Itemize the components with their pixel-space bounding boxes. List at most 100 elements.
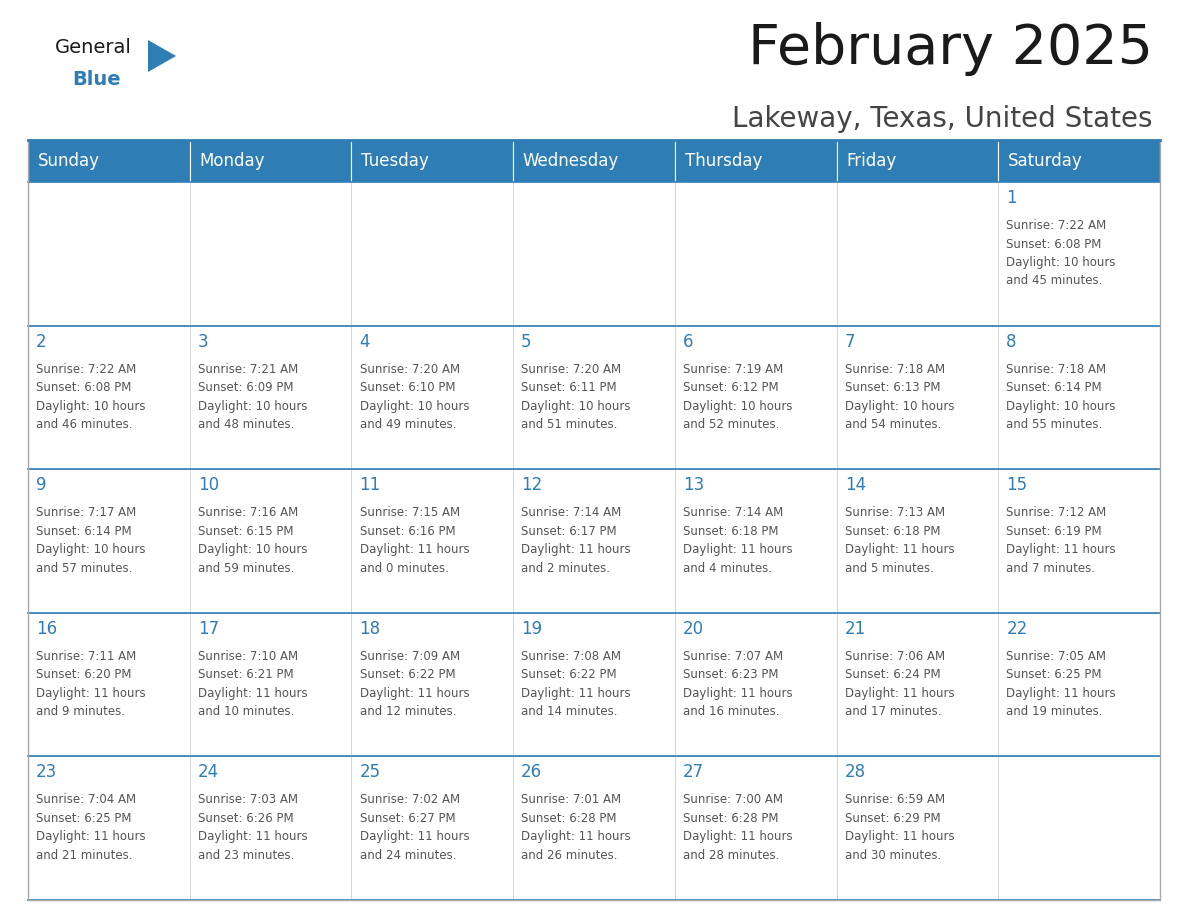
Bar bbox=[352, 182, 513, 326]
Text: Wednesday: Wednesday bbox=[523, 152, 619, 170]
Text: Sunset: 6:11 PM: Sunset: 6:11 PM bbox=[522, 381, 617, 394]
Bar bbox=[352, 326, 513, 469]
Text: Sunset: 6:10 PM: Sunset: 6:10 PM bbox=[360, 381, 455, 394]
Text: and 23 minutes.: and 23 minutes. bbox=[197, 849, 295, 862]
Text: Blue: Blue bbox=[72, 70, 121, 89]
Text: Sunset: 6:22 PM: Sunset: 6:22 PM bbox=[522, 668, 617, 681]
Text: Sunset: 6:18 PM: Sunset: 6:18 PM bbox=[845, 525, 940, 538]
Text: and 21 minutes.: and 21 minutes. bbox=[36, 849, 133, 862]
Text: Sunset: 6:16 PM: Sunset: 6:16 PM bbox=[360, 525, 455, 538]
Text: Sunrise: 7:11 AM: Sunrise: 7:11 AM bbox=[36, 650, 137, 663]
Bar bbox=[836, 613, 998, 756]
Bar bbox=[998, 469, 1159, 613]
Text: 11: 11 bbox=[360, 476, 381, 494]
Text: and 16 minutes.: and 16 minutes. bbox=[683, 705, 779, 718]
Text: Sunrise: 7:14 AM: Sunrise: 7:14 AM bbox=[522, 506, 621, 520]
Text: 9: 9 bbox=[36, 476, 46, 494]
Text: Daylight: 11 hours: Daylight: 11 hours bbox=[36, 831, 146, 844]
Text: and 59 minutes.: and 59 minutes. bbox=[197, 562, 295, 575]
Text: and 7 minutes.: and 7 minutes. bbox=[1006, 562, 1095, 575]
Bar bbox=[29, 469, 190, 613]
Text: Daylight: 11 hours: Daylight: 11 hours bbox=[360, 543, 469, 556]
Text: Sunrise: 7:14 AM: Sunrise: 7:14 AM bbox=[683, 506, 783, 520]
Bar bbox=[29, 326, 190, 469]
Text: 17: 17 bbox=[197, 620, 219, 638]
Text: February 2025: February 2025 bbox=[748, 22, 1154, 76]
Bar bbox=[513, 326, 675, 469]
Text: Daylight: 11 hours: Daylight: 11 hours bbox=[1006, 687, 1116, 700]
Bar bbox=[998, 326, 1159, 469]
Text: 25: 25 bbox=[360, 764, 380, 781]
Text: and 9 minutes.: and 9 minutes. bbox=[36, 705, 125, 718]
Text: Sunrise: 7:03 AM: Sunrise: 7:03 AM bbox=[197, 793, 298, 806]
Bar bbox=[998, 182, 1159, 326]
Bar bbox=[352, 756, 513, 900]
Bar bbox=[29, 613, 190, 756]
Text: Lakeway, Texas, United States: Lakeway, Texas, United States bbox=[733, 105, 1154, 133]
Text: Sunset: 6:28 PM: Sunset: 6:28 PM bbox=[683, 812, 778, 825]
Text: 26: 26 bbox=[522, 764, 543, 781]
Text: 6: 6 bbox=[683, 332, 694, 351]
Text: Daylight: 10 hours: Daylight: 10 hours bbox=[197, 399, 308, 412]
Text: Sunrise: 7:18 AM: Sunrise: 7:18 AM bbox=[845, 363, 944, 375]
Text: and 14 minutes.: and 14 minutes. bbox=[522, 705, 618, 718]
Text: 2: 2 bbox=[36, 332, 46, 351]
Text: Sunset: 6:12 PM: Sunset: 6:12 PM bbox=[683, 381, 778, 394]
Text: Sunday: Sunday bbox=[38, 152, 100, 170]
Bar bbox=[29, 756, 190, 900]
Text: Sunset: 6:29 PM: Sunset: 6:29 PM bbox=[845, 812, 940, 825]
Text: 18: 18 bbox=[360, 620, 380, 638]
Text: and 51 minutes.: and 51 minutes. bbox=[522, 418, 618, 431]
Bar bbox=[352, 140, 513, 182]
Text: Sunrise: 7:06 AM: Sunrise: 7:06 AM bbox=[845, 650, 944, 663]
Text: Daylight: 10 hours: Daylight: 10 hours bbox=[1006, 256, 1116, 269]
Bar bbox=[836, 182, 998, 326]
Text: and 12 minutes.: and 12 minutes. bbox=[360, 705, 456, 718]
Text: Daylight: 11 hours: Daylight: 11 hours bbox=[845, 687, 954, 700]
Bar bbox=[513, 756, 675, 900]
Text: Daylight: 10 hours: Daylight: 10 hours bbox=[845, 399, 954, 412]
Text: Sunrise: 7:22 AM: Sunrise: 7:22 AM bbox=[1006, 219, 1106, 232]
Text: 7: 7 bbox=[845, 332, 855, 351]
Polygon shape bbox=[148, 40, 176, 72]
Text: Daylight: 10 hours: Daylight: 10 hours bbox=[36, 543, 146, 556]
Text: Sunrise: 7:13 AM: Sunrise: 7:13 AM bbox=[845, 506, 944, 520]
Text: and 24 minutes.: and 24 minutes. bbox=[360, 849, 456, 862]
Text: 21: 21 bbox=[845, 620, 866, 638]
Text: Sunrise: 7:10 AM: Sunrise: 7:10 AM bbox=[197, 650, 298, 663]
Bar bbox=[513, 140, 675, 182]
Text: and 30 minutes.: and 30 minutes. bbox=[845, 849, 941, 862]
Bar bbox=[675, 182, 836, 326]
Bar bbox=[836, 756, 998, 900]
Bar bbox=[190, 756, 352, 900]
Text: Daylight: 11 hours: Daylight: 11 hours bbox=[522, 831, 631, 844]
Text: Daylight: 11 hours: Daylight: 11 hours bbox=[1006, 543, 1116, 556]
Text: 5: 5 bbox=[522, 332, 532, 351]
Text: and 48 minutes.: and 48 minutes. bbox=[197, 418, 295, 431]
Text: 4: 4 bbox=[360, 332, 369, 351]
Text: 28: 28 bbox=[845, 764, 866, 781]
Text: and 26 minutes.: and 26 minutes. bbox=[522, 849, 618, 862]
Bar bbox=[29, 182, 190, 326]
Text: 14: 14 bbox=[845, 476, 866, 494]
Text: Thursday: Thursday bbox=[684, 152, 762, 170]
Text: Daylight: 11 hours: Daylight: 11 hours bbox=[683, 687, 792, 700]
Text: Daylight: 11 hours: Daylight: 11 hours bbox=[360, 831, 469, 844]
Text: 3: 3 bbox=[197, 332, 208, 351]
Text: Sunset: 6:14 PM: Sunset: 6:14 PM bbox=[1006, 381, 1102, 394]
Text: Sunset: 6:14 PM: Sunset: 6:14 PM bbox=[36, 525, 132, 538]
Text: 24: 24 bbox=[197, 764, 219, 781]
Bar bbox=[513, 469, 675, 613]
Text: Sunrise: 7:02 AM: Sunrise: 7:02 AM bbox=[360, 793, 460, 806]
Text: Sunrise: 7:19 AM: Sunrise: 7:19 AM bbox=[683, 363, 783, 375]
Text: Sunset: 6:09 PM: Sunset: 6:09 PM bbox=[197, 381, 293, 394]
Text: 16: 16 bbox=[36, 620, 57, 638]
Text: Daylight: 11 hours: Daylight: 11 hours bbox=[36, 687, 146, 700]
Text: and 17 minutes.: and 17 minutes. bbox=[845, 705, 941, 718]
Text: Sunset: 6:08 PM: Sunset: 6:08 PM bbox=[36, 381, 132, 394]
Text: Sunrise: 7:22 AM: Sunrise: 7:22 AM bbox=[36, 363, 137, 375]
Bar bbox=[190, 140, 352, 182]
Bar bbox=[998, 140, 1159, 182]
Text: Sunrise: 7:12 AM: Sunrise: 7:12 AM bbox=[1006, 506, 1106, 520]
Text: and 54 minutes.: and 54 minutes. bbox=[845, 418, 941, 431]
